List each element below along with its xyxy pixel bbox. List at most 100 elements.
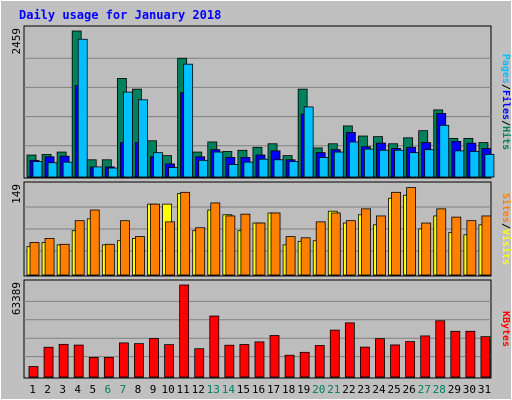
day-label: 29 <box>448 383 461 396</box>
bar-pages <box>183 63 194 178</box>
day-label: 11 <box>177 383 190 396</box>
bar-pages <box>439 124 450 178</box>
bar-pages <box>364 148 374 178</box>
legend-entry: / <box>500 120 511 126</box>
bar-kbytes <box>134 343 144 378</box>
bar-kbytes <box>43 346 54 378</box>
bar-sites <box>451 216 462 276</box>
legend-entry: / <box>500 223 511 229</box>
bar-kbytes <box>480 336 491 378</box>
legend: KBytes <box>500 311 511 347</box>
bar-kbytes <box>88 357 99 378</box>
bar-sites <box>59 243 70 276</box>
bar-kbytes <box>450 330 461 378</box>
day-label: 23 <box>357 383 370 396</box>
bar-sites <box>315 221 326 276</box>
day-label: 21 <box>327 383 340 396</box>
bar-sites <box>270 212 281 276</box>
day-label: 17 <box>267 383 280 396</box>
day-label: 24 <box>372 383 386 396</box>
day-label: 12 <box>192 383 205 396</box>
bar-sites <box>361 208 371 276</box>
bar-pages <box>379 149 389 178</box>
bar-sites <box>481 215 492 276</box>
day-label: 9 <box>150 383 157 396</box>
bar-kbytes <box>58 343 69 378</box>
bar-pages <box>394 149 404 178</box>
bar-kbytes <box>284 354 295 378</box>
bar-kbytes <box>435 320 446 378</box>
bar-pages <box>424 149 435 178</box>
day-label: 28 <box>433 383 446 396</box>
day-label: 10 <box>161 383 174 396</box>
day-label: 8 <box>135 383 142 396</box>
day-label: 20 <box>312 383 325 396</box>
bar-kbytes <box>344 322 355 378</box>
bar-kbytes <box>375 338 385 378</box>
bar-sites <box>225 215 236 276</box>
day-label: 30 <box>463 383 476 396</box>
bar-kbytes <box>118 342 129 378</box>
bar-kbytes <box>360 346 370 378</box>
day-label: 18 <box>282 383 295 396</box>
bar-kbytes <box>329 329 340 378</box>
legend-entry: / <box>500 84 511 90</box>
bar-pages <box>273 159 284 178</box>
day-label: 14 <box>222 383 236 396</box>
bar-sites <box>345 220 356 276</box>
day-label: 26 <box>403 383 416 396</box>
legend-entry: KBytes <box>500 311 511 347</box>
bar-sites <box>255 222 266 276</box>
day-label: 13 <box>207 383 220 396</box>
bar-pages <box>303 106 314 178</box>
bar-pages <box>318 157 329 178</box>
bar-kbytes <box>299 351 310 378</box>
day-label: 7 <box>120 383 127 396</box>
bar-sites <box>119 220 130 276</box>
bar-sites <box>165 221 175 276</box>
day-label: 5 <box>89 383 96 396</box>
bar-pages <box>168 167 178 178</box>
bar-sites <box>180 191 191 276</box>
day-label: 27 <box>418 383 431 396</box>
bar-pages <box>243 161 254 178</box>
day-label: 1 <box>29 383 36 396</box>
day-label: 2 <box>44 383 51 396</box>
bar-sites <box>240 213 251 276</box>
bar-kbytes <box>239 344 250 378</box>
legend-entry: Sites <box>500 193 512 223</box>
bar-pages <box>333 151 344 178</box>
day-label: 31 <box>478 383 491 396</box>
bar-sites <box>391 191 401 276</box>
day-label: 6 <box>105 383 112 396</box>
ymax-label: 2459 <box>10 28 23 55</box>
bar-sites <box>150 203 160 276</box>
bar-kbytes <box>73 344 84 378</box>
chart-title: Daily usage for January 2018 <box>19 8 221 22</box>
legend-entry: Files <box>500 90 512 120</box>
day-label: 25 <box>387 383 400 396</box>
bar-sites <box>376 215 386 276</box>
bar-sites <box>44 237 55 276</box>
legend-entry: Pages <box>500 54 511 84</box>
bar-pages <box>228 164 239 178</box>
bar-pages <box>47 162 58 178</box>
bar-pages <box>258 158 269 178</box>
day-label: 4 <box>74 383 81 396</box>
bar-kbytes <box>465 330 476 378</box>
day-label: 3 <box>59 383 66 396</box>
bar-kbytes <box>149 338 159 378</box>
bar-sites <box>466 220 477 276</box>
bar-pages <box>32 161 43 178</box>
legend: Pages/Files/Hits <box>500 54 512 150</box>
bar-pages <box>213 151 224 178</box>
bar-sites <box>210 202 221 276</box>
bar-sites <box>104 243 115 276</box>
bar-kbytes <box>269 335 280 378</box>
bar-kbytes <box>420 335 431 378</box>
bar-kbytes <box>314 345 325 378</box>
bar-pages <box>288 161 299 178</box>
bar-kbytes <box>254 341 265 378</box>
